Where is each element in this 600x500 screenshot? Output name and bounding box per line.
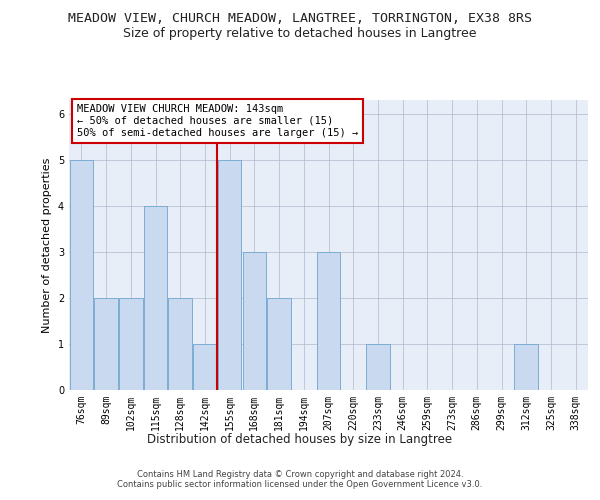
Bar <box>70 160 93 390</box>
Y-axis label: Number of detached properties: Number of detached properties <box>43 158 52 332</box>
Bar <box>193 344 217 390</box>
Bar <box>169 298 192 390</box>
Bar <box>514 344 538 390</box>
Bar <box>317 252 340 390</box>
Bar <box>366 344 389 390</box>
Bar <box>94 298 118 390</box>
Text: Contains HM Land Registry data © Crown copyright and database right 2024.
Contai: Contains HM Land Registry data © Crown c… <box>118 470 482 490</box>
Bar <box>119 298 143 390</box>
Bar <box>144 206 167 390</box>
Text: MEADOW VIEW CHURCH MEADOW: 143sqm
← 50% of detached houses are smaller (15)
50% : MEADOW VIEW CHURCH MEADOW: 143sqm ← 50% … <box>77 104 358 138</box>
Bar <box>268 298 291 390</box>
Bar <box>218 160 241 390</box>
Text: Distribution of detached houses by size in Langtree: Distribution of detached houses by size … <box>148 432 452 446</box>
Bar <box>242 252 266 390</box>
Text: Size of property relative to detached houses in Langtree: Size of property relative to detached ho… <box>123 28 477 40</box>
Text: MEADOW VIEW, CHURCH MEADOW, LANGTREE, TORRINGTON, EX38 8RS: MEADOW VIEW, CHURCH MEADOW, LANGTREE, TO… <box>68 12 532 26</box>
